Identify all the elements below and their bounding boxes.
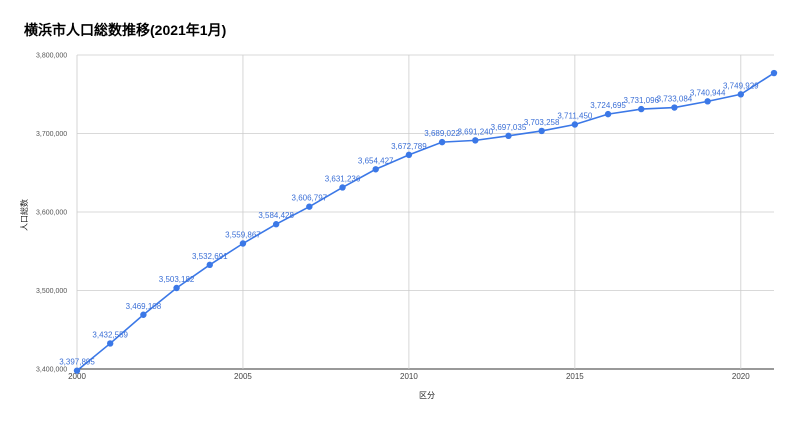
data-label: 3,654,427: [358, 156, 394, 165]
y-tick-label: 3,800,000: [36, 53, 67, 60]
data-point: [272, 221, 280, 228]
data-point: [571, 121, 579, 128]
data-label: 3,703,258: [524, 118, 560, 127]
data-label: 3,503,182: [159, 275, 195, 284]
data-label: 3,532,691: [192, 252, 228, 261]
data-point: [405, 151, 413, 159]
data-point: [505, 132, 512, 140]
x-axis-ticks: 2000 2005 2010 2015 2020: [68, 372, 750, 381]
data-point: [73, 367, 81, 374]
data-point: [239, 240, 247, 247]
data-label: 3,733,084: [657, 95, 693, 104]
data-point: [140, 311, 147, 318]
x-tick-label: 2010: [400, 372, 418, 381]
y-tick-label: 3,600,000: [36, 210, 67, 217]
y-tick-label: 3,500,000: [36, 288, 67, 295]
chart-title: 横浜市人口総数推移(2021年1月): [24, 22, 227, 38]
data-label: 3,711,450: [557, 112, 593, 121]
data-point: [704, 98, 711, 105]
data-label: 3,469,108: [126, 302, 162, 311]
data-label: 3,432,559: [92, 330, 128, 339]
y-axis-title: 人口総数: [19, 199, 29, 231]
data-point: [106, 340, 114, 347]
data-labels: 3,397,895 3,432,559 3,469,108 3,503,182 3,53…: [59, 81, 759, 366]
data-point: [472, 137, 479, 144]
data-point: [638, 105, 645, 113]
data-point: [604, 110, 612, 118]
data-point: [737, 91, 745, 98]
data-point: [438, 138, 446, 146]
data-label: 3,691,240: [457, 127, 493, 136]
data-point: [372, 166, 379, 173]
data-point: [173, 284, 180, 292]
y-tick-label: 3,400,000: [36, 367, 67, 374]
data-label: 3,740,944: [690, 88, 726, 97]
series-line: [76, 72, 775, 372]
data-point: [206, 261, 213, 269]
gridlines: [76, 54, 774, 370]
x-tick-label: 2015: [566, 372, 584, 381]
x-tick-label: 2005: [234, 372, 252, 381]
data-point: [306, 203, 313, 210]
data-label: 3,697,035: [491, 123, 527, 132]
data-label: 3,584,428: [258, 211, 294, 220]
data-label: 3,749,929: [723, 81, 759, 90]
data-point: [339, 184, 346, 191]
data-label: 3,606,797: [292, 194, 328, 203]
data-label: 3,731,096: [623, 96, 659, 105]
y-axis-ticks: 3,400,000 3,500,000 3,600,000 3,700,000 3,80…: [36, 53, 67, 374]
data-points: [73, 69, 778, 374]
series-line-group: [76, 72, 775, 372]
data-label: 3,724,695: [590, 101, 626, 110]
x-tick-label: 2020: [732, 372, 750, 381]
data-label: 3,559,867: [225, 231, 261, 240]
x-axis-title: 区分: [419, 391, 435, 400]
data-label: 3,397,895: [59, 358, 95, 367]
data-point: [770, 69, 778, 77]
data-point: [538, 127, 545, 135]
data-label: 3,672,789: [391, 142, 427, 151]
data-point: [671, 104, 678, 111]
data-label: 3,689,022: [424, 129, 460, 138]
x-tick-label: 2000: [68, 372, 86, 381]
data-label: 3,631,236: [325, 174, 361, 183]
y-tick-label: 3,700,000: [36, 131, 67, 138]
